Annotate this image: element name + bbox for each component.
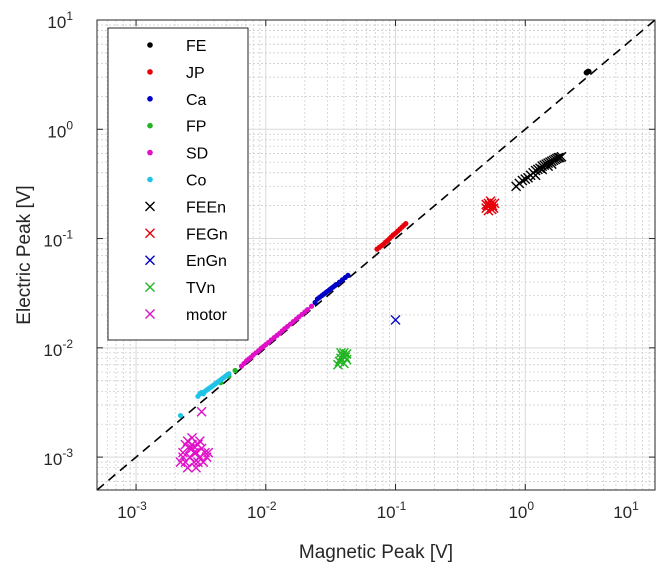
- legend-label: Ca: [186, 92, 207, 109]
- series-fegn: [481, 196, 500, 216]
- series-jp: [374, 221, 409, 252]
- y-tick-label: 10-3: [43, 446, 73, 469]
- series-fe: [583, 68, 592, 76]
- legend-marker: [147, 69, 153, 75]
- data-point: [546, 159, 557, 170]
- data-point: [191, 462, 202, 473]
- x-tick-label: 101: [613, 499, 639, 522]
- data-point: [177, 452, 188, 463]
- data-point: [308, 303, 315, 309]
- legend-label: FP: [186, 119, 206, 136]
- data-point: [489, 198, 500, 209]
- legend-item: Co: [147, 173, 207, 190]
- legend-marker: [145, 201, 155, 212]
- legend-label: FE: [186, 38, 206, 55]
- reference-line: [96, 19, 656, 491]
- data-point: [584, 70, 590, 76]
- data-point: [556, 151, 567, 162]
- data-point: [180, 457, 191, 468]
- data-point: [304, 306, 311, 313]
- legend-marker: [147, 149, 153, 156]
- series-sd: [238, 303, 315, 369]
- legend-marker: [145, 228, 155, 239]
- legend-label: TVn: [186, 280, 215, 297]
- legend-item: motor: [145, 307, 228, 324]
- series-tvn: [332, 347, 352, 370]
- series-feen: [511, 151, 567, 192]
- data-point: [175, 457, 186, 468]
- series-layer: [175, 68, 592, 473]
- legend-item: EnGn: [145, 253, 227, 270]
- legend-marker: [145, 255, 155, 266]
- legend-marker: [145, 309, 155, 319]
- data-point: [226, 371, 232, 377]
- legend-item: FP: [147, 119, 206, 136]
- x-tick-label: 10-1: [377, 499, 407, 522]
- legend-marker: [147, 96, 153, 102]
- data-point: [177, 447, 188, 458]
- x-tick-label: 100: [508, 499, 534, 522]
- legend-item: JP: [147, 65, 205, 82]
- legend-item: FE: [147, 38, 206, 55]
- series-ca: [312, 272, 351, 306]
- y-tick-label: 10-1: [43, 228, 73, 251]
- legend-label: Co: [186, 173, 207, 190]
- data-point: [403, 221, 409, 227]
- series-motor: [175, 406, 214, 473]
- legend-label: FEGn: [186, 226, 228, 243]
- data-point: [537, 164, 548, 175]
- data-point: [390, 314, 401, 325]
- legend-box: [107, 27, 249, 341]
- y-tick-labels: 10-3 10-2 10-1 100 101: [43, 9, 73, 469]
- data-point: [483, 205, 494, 216]
- data-point: [532, 164, 543, 175]
- y-tick-label: 10-2: [43, 337, 73, 360]
- legend-marker: [147, 42, 153, 48]
- legend-label: JP: [186, 65, 205, 82]
- legend-label: FEEn: [186, 199, 226, 216]
- series-engn: [390, 314, 401, 325]
- data-point: [341, 348, 352, 359]
- series-co: [177, 371, 232, 419]
- legend-items: FE JP Ca FP SD Co FEEn FEGn EnGn TVn motor: [145, 38, 228, 324]
- legend-item: FEGn: [145, 226, 228, 243]
- data-point: [232, 367, 238, 374]
- legend-item: Ca: [147, 92, 207, 109]
- data-point: [517, 175, 528, 186]
- axes-box: [96, 19, 656, 491]
- data-point: [189, 447, 200, 458]
- y-tick-label: 101: [47, 9, 73, 32]
- legend-label: SD: [186, 146, 208, 163]
- legend-label: motor: [186, 307, 228, 324]
- data-point: [187, 439, 198, 450]
- legend: FE JP Ca FP SD Co FEEn FEGn EnGn TVn motor: [107, 27, 249, 341]
- axis-ticks: [97, 19, 656, 490]
- y-tick-label: 100: [47, 118, 73, 141]
- legend-item: TVn: [145, 280, 215, 297]
- data-point: [196, 406, 207, 417]
- legend-marker: [145, 282, 155, 293]
- legend-item: SD: [147, 146, 208, 163]
- data-point: [177, 412, 184, 419]
- legend-item: FEEn: [145, 199, 226, 216]
- data-point: [338, 358, 349, 369]
- data-point: [520, 174, 531, 185]
- x-tick-label: 10-2: [247, 499, 277, 522]
- data-point: [345, 272, 351, 279]
- x-axis-label: Magnetic Peak [V]: [299, 542, 453, 563]
- legend-marker: [147, 176, 153, 183]
- x-tick-labels: 10-3 10-2 10-1 100 101: [117, 499, 639, 522]
- legend-marker: [147, 122, 153, 129]
- data-point: [194, 436, 205, 447]
- data-point: [481, 199, 492, 210]
- x-tick-label: 10-3: [117, 499, 147, 522]
- data-point: [192, 457, 203, 468]
- data-point: [203, 447, 214, 458]
- y-axis-label: Electric Peak [V]: [14, 185, 35, 324]
- legend-label: EnGn: [186, 253, 227, 270]
